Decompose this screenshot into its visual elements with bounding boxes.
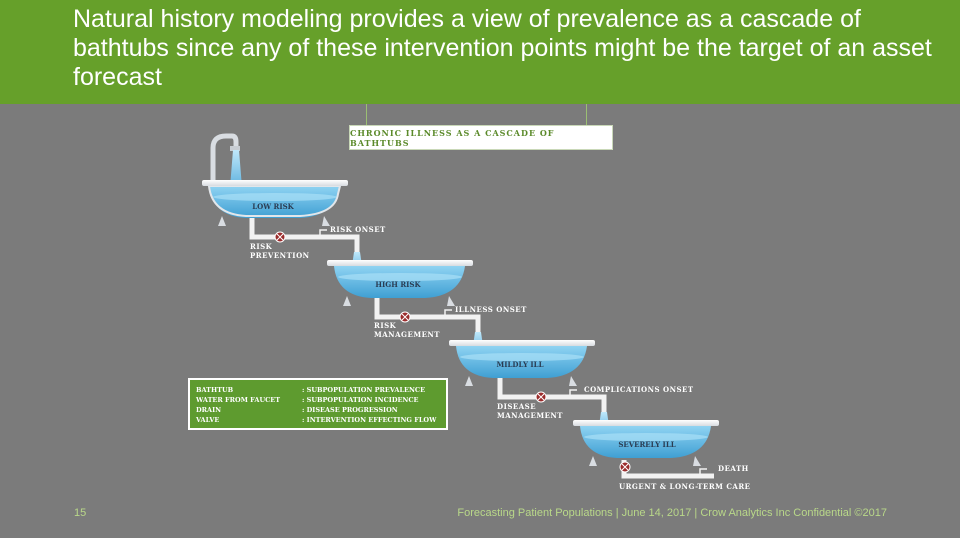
banner-hanger-left	[366, 104, 367, 126]
valve-label: DISEASE	[497, 402, 536, 411]
legend-term: BATHTUB	[196, 386, 234, 394]
legend-row: VALVE : INTERVENTION EFFECTING FLOW	[196, 415, 440, 425]
bathtub-low-risk	[202, 180, 348, 226]
bathtub-high-risk	[327, 260, 473, 306]
tub-label: LOW RISK	[252, 202, 294, 211]
legend-definition: : SUBPOPULATION INCIDENCE	[302, 396, 419, 404]
legend-term: WATER FROM FAUCET	[196, 396, 281, 404]
bathtub-mildly-ill	[449, 340, 595, 386]
banner-hanger-right	[586, 104, 587, 126]
slide-title: Natural history modeling provides a view…	[73, 5, 932, 91]
drain-pipes	[249, 218, 714, 479]
legend-definition: : INTERVENTION EFFECTING FLOW	[302, 416, 437, 424]
valve-icon	[619, 461, 631, 473]
slide-footer: Forecasting Patient Populations | June 1…	[457, 507, 887, 519]
tub-label: SEVERELY ILL	[618, 440, 675, 449]
faucet-icon	[210, 133, 240, 180]
flow-label: DEATH	[718, 464, 749, 473]
valve-icon	[535, 391, 547, 403]
valve-label: MANAGEMENT	[497, 411, 563, 420]
diagram-legend: BATHTUB : SUBPOPULATION PREVALENCE WATER…	[188, 378, 448, 430]
diagram-banner-text: CHRONIC ILLNESS AS A CASCADE OF BATHTUBS	[350, 127, 555, 148]
slide-number: 15	[74, 507, 87, 519]
valve-icon	[399, 311, 411, 323]
tub-label: MILDLY ILL	[496, 360, 543, 369]
valve-label: URGENT & LONG-TERM CARE	[619, 482, 751, 491]
diagram-banner: CHRONIC ILLNESS AS A CASCADE OF BATHTUBS	[349, 125, 613, 150]
tub-label: HIGH RISK	[375, 280, 421, 289]
header-bar: Natural history modeling provides a view…	[0, 0, 960, 104]
flow-label: COMPLICATIONS ONSET	[584, 385, 694, 394]
legend-row: BATHTUB : SUBPOPULATION PREVALENCE	[196, 385, 440, 395]
legend-term: VALVE	[196, 416, 220, 424]
legend-definition: : DISEASE PROGRESSION	[302, 406, 398, 414]
valve-label: MANAGEMENT	[374, 330, 440, 339]
valve-label: RISK	[250, 242, 273, 251]
legend-row: DRAIN : DISEASE PROGRESSION	[196, 405, 440, 415]
flow-label: RISK ONSET	[330, 225, 386, 234]
legend-term: DRAIN	[196, 406, 222, 414]
legend-definition: : SUBPOPULATION PREVALENCE	[302, 386, 426, 394]
valve-label: RISK	[374, 321, 397, 330]
onset-ticks	[319, 229, 707, 476]
flow-label: ILLNESS ONSET	[455, 305, 527, 314]
valve-icon	[274, 231, 286, 243]
bathtub-severely-ill	[573, 420, 719, 466]
valve-label: PREVENTION	[250, 251, 310, 260]
legend-row: WATER FROM FAUCET : SUBPOPULATION INCIDE…	[196, 395, 440, 405]
